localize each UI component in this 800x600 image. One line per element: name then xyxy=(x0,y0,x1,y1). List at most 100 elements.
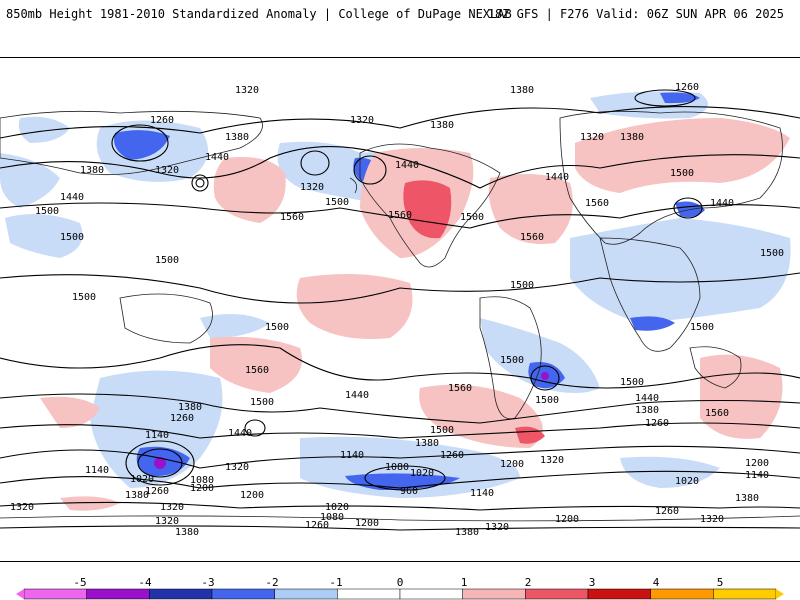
contour-label: 1380 xyxy=(80,165,104,176)
contour-label: 1260 xyxy=(675,82,699,93)
colorbar-cell xyxy=(462,588,526,600)
contour-label: 1500 xyxy=(325,197,349,208)
colorbar-cell xyxy=(337,588,401,600)
contour-label: 1080 xyxy=(385,462,409,473)
contour-label: 1020 xyxy=(410,468,434,479)
contour-label: 1380 xyxy=(735,493,759,504)
contour-label: 1200 xyxy=(190,483,214,494)
contour-label: 1380 xyxy=(455,527,479,538)
colorbar-tick: 2 xyxy=(524,576,532,589)
colorbar-tick: -1 xyxy=(329,576,343,589)
map-panel: 1320 1380 1260 1260 1320 1380 1320 1380 … xyxy=(0,57,800,562)
contour-label: 1500 xyxy=(155,255,179,266)
contour-label: 1380 xyxy=(430,120,454,131)
contour-label: 1020 xyxy=(325,502,349,513)
header: 850mb Height 1981-2010 Standardized Anom… xyxy=(0,0,800,30)
contour-label: 1140 xyxy=(340,450,364,461)
contour-label: 1260 xyxy=(440,450,464,461)
contour-label: 1560 xyxy=(280,212,304,223)
contour-label: 1500 xyxy=(60,232,84,243)
contour-label: 1200 xyxy=(240,490,264,501)
contour-label: 1500 xyxy=(250,397,274,408)
colorbar-tick: 5 xyxy=(716,576,724,589)
contour-label: 1380 xyxy=(178,402,202,413)
contour-label: 1440 xyxy=(345,390,369,401)
contour-label: 1080 xyxy=(190,475,214,486)
contour-label: 1440 xyxy=(710,198,734,209)
contour-label: 1440 xyxy=(205,152,229,163)
colorbar-legend: -5 -4 -3 -2 -1 0 1 2 3 4 5 xyxy=(0,570,800,600)
contour-label: 1500 xyxy=(510,280,534,291)
anomaly-map: 1320 1380 1260 1260 1320 1380 1320 1380 … xyxy=(0,82,800,538)
contour-label: 1200 xyxy=(745,458,769,469)
contour-label: 1560 xyxy=(585,198,609,209)
contour-label: 1380 xyxy=(175,527,199,538)
contour-label: 1140 xyxy=(745,470,769,481)
contour-label: 1320 xyxy=(155,516,179,527)
colorbar-strip xyxy=(16,588,784,600)
contour-label: 1500 xyxy=(670,168,694,179)
colorbar-cell xyxy=(399,588,463,600)
colorbar-tick: -2 xyxy=(265,576,279,589)
contour-label: 1020 xyxy=(675,476,699,487)
colorbar-cell xyxy=(211,588,275,600)
contour-label: 1500 xyxy=(460,212,484,223)
contour-label: 1260 xyxy=(305,520,329,531)
contour-label: 1380 xyxy=(620,132,644,143)
contour-label: 1080 xyxy=(320,512,344,523)
contour-label: 1560 xyxy=(705,408,729,419)
colorbar-min-arrow xyxy=(16,589,24,599)
contour-label: 1260 xyxy=(170,413,194,424)
colorbar-tick: -4 xyxy=(138,576,152,589)
contour-label: 1320 xyxy=(350,115,374,126)
positive-anomaly-areas xyxy=(40,118,790,511)
colorbar-cell xyxy=(23,588,87,600)
colorbar-tick: 4 xyxy=(652,576,660,589)
contour-label: 1440 xyxy=(635,393,659,404)
contour-labels: 1320 1380 1260 1260 1320 1380 1320 1380 … xyxy=(10,82,784,538)
contour-label: 1560 xyxy=(245,365,269,376)
contour-label: 1500 xyxy=(690,322,714,333)
colorbar-tick: -3 xyxy=(201,576,215,589)
contour-label: 1500 xyxy=(72,292,96,303)
colorbar-cell xyxy=(587,588,651,600)
contour-label: 1320 xyxy=(10,502,34,513)
contour-label: 1440 xyxy=(60,192,84,203)
contour-label: 1320 xyxy=(225,462,249,473)
contour-label: 1260 xyxy=(150,115,174,126)
model-run-info: 18Z GFS | F276 Valid: 06Z SUN APR 06 202… xyxy=(487,7,784,21)
contour-label: 1440 xyxy=(228,428,252,439)
contour-label: 1320 xyxy=(580,132,604,143)
map-title: 850mb Height 1981-2010 Standardized Anom… xyxy=(6,7,512,21)
contour-label: 1320 xyxy=(300,182,324,193)
negative-anomaly-areas xyxy=(0,91,791,498)
contour-label: 1260 xyxy=(645,418,669,429)
contour-label: 1440 xyxy=(395,160,419,171)
contour-label: 1260 xyxy=(145,486,169,497)
contour-label: 1500 xyxy=(535,395,559,406)
contour-label: 1380 xyxy=(510,85,534,96)
contour-label: 1200 xyxy=(555,514,579,525)
contour-label: 1320 xyxy=(160,502,184,513)
colorbar-cell xyxy=(274,588,338,600)
contour-label: 1320 xyxy=(700,514,724,525)
contour-label: 1140 xyxy=(85,465,109,476)
contour-label: 1500 xyxy=(430,425,454,436)
contour-label: 1380 xyxy=(415,438,439,449)
colorbar-cell xyxy=(713,588,777,600)
contour-label: 1500 xyxy=(265,322,289,333)
contour-label: 1500 xyxy=(760,248,784,259)
contour-label: 1380 xyxy=(225,132,249,143)
extreme-negative-areas xyxy=(154,372,549,469)
colorbar-cell xyxy=(149,588,213,600)
colorbar-tick: 0 xyxy=(396,576,404,589)
contour-label: 1260 xyxy=(655,506,679,517)
contour-label: 1320 xyxy=(235,85,259,96)
contour-label: 1200 xyxy=(355,518,379,529)
contour-label: 1320 xyxy=(540,455,564,466)
contour-label: 1560 xyxy=(448,383,472,394)
colorbar-tick: -5 xyxy=(73,576,87,589)
colorbar-tick: 3 xyxy=(588,576,596,589)
contour-label: 1440 xyxy=(545,172,569,183)
colorbar-cell xyxy=(650,588,714,600)
